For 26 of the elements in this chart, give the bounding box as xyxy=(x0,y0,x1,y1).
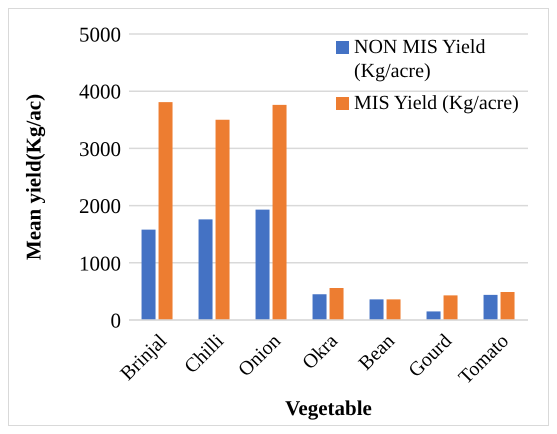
y-tick-label: 3000 xyxy=(79,136,121,161)
y-tick-label: 0 xyxy=(110,308,121,332)
y-axis-title: Mean yield(Kg/ac) xyxy=(21,94,46,260)
bar xyxy=(272,104,287,320)
bar xyxy=(198,219,213,320)
y-tick-label: 4000 xyxy=(79,80,121,104)
bar xyxy=(426,311,441,320)
y-tick-label: 1000 xyxy=(79,251,121,276)
bar xyxy=(312,294,327,320)
bar xyxy=(142,230,156,320)
bar xyxy=(330,288,344,320)
y-tick-label: 5000 xyxy=(79,22,121,46)
bar xyxy=(386,299,401,320)
bar xyxy=(500,292,515,320)
bar xyxy=(256,210,270,320)
x-tick-label: Bean xyxy=(354,330,400,375)
legend-label: NON MIS Yield (Kg/acre) xyxy=(354,35,486,83)
bar xyxy=(484,294,498,320)
x-tick-label: Okra xyxy=(298,330,342,374)
bar xyxy=(444,295,458,320)
legend-label: MIS Yield (Kg/acre) xyxy=(354,91,519,115)
bar xyxy=(158,102,173,320)
bar xyxy=(370,299,384,320)
x-axis-title: Vegetable xyxy=(285,396,372,420)
bar xyxy=(216,120,230,320)
y-tick-label: 2000 xyxy=(79,194,121,218)
